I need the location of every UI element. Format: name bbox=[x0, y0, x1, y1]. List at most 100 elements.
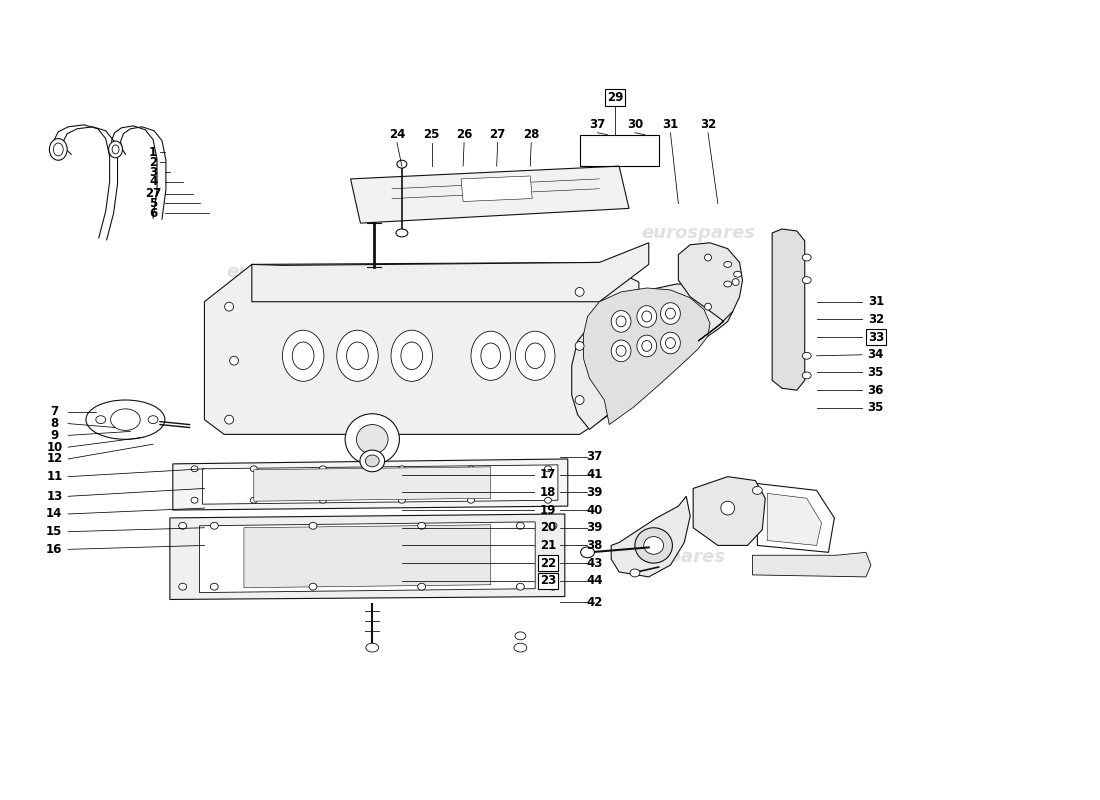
Ellipse shape bbox=[641, 341, 651, 351]
Text: 9: 9 bbox=[51, 429, 58, 442]
Text: 32: 32 bbox=[868, 313, 884, 326]
Text: 2: 2 bbox=[148, 156, 157, 169]
Text: 35: 35 bbox=[868, 366, 884, 379]
Polygon shape bbox=[351, 166, 629, 223]
Ellipse shape bbox=[661, 332, 680, 354]
Polygon shape bbox=[752, 552, 871, 577]
Text: 6: 6 bbox=[148, 206, 157, 220]
Ellipse shape bbox=[644, 537, 663, 554]
Text: 35: 35 bbox=[868, 402, 884, 414]
Ellipse shape bbox=[251, 498, 257, 503]
Text: 22: 22 bbox=[540, 557, 557, 570]
Text: 28: 28 bbox=[524, 128, 539, 141]
Ellipse shape bbox=[549, 522, 557, 530]
Text: 1: 1 bbox=[148, 146, 157, 159]
Ellipse shape bbox=[471, 331, 510, 380]
Text: 13: 13 bbox=[46, 490, 63, 502]
Ellipse shape bbox=[516, 331, 554, 380]
Ellipse shape bbox=[418, 583, 426, 590]
Text: 14: 14 bbox=[46, 507, 63, 521]
Polygon shape bbox=[612, 496, 690, 577]
Text: eurospares: eurospares bbox=[612, 548, 726, 566]
Ellipse shape bbox=[346, 342, 368, 370]
Text: 18: 18 bbox=[540, 486, 557, 499]
Ellipse shape bbox=[481, 343, 500, 369]
Ellipse shape bbox=[293, 342, 314, 370]
Ellipse shape bbox=[575, 395, 584, 405]
Ellipse shape bbox=[661, 302, 680, 324]
Ellipse shape bbox=[724, 262, 732, 267]
Ellipse shape bbox=[733, 278, 739, 286]
Polygon shape bbox=[202, 465, 558, 504]
Ellipse shape bbox=[418, 522, 426, 530]
Ellipse shape bbox=[802, 372, 811, 379]
Text: 40: 40 bbox=[586, 503, 603, 517]
Text: 31: 31 bbox=[662, 118, 679, 131]
Text: 34: 34 bbox=[868, 348, 884, 362]
Polygon shape bbox=[199, 522, 536, 593]
Polygon shape bbox=[584, 288, 710, 425]
Ellipse shape bbox=[516, 583, 525, 590]
Ellipse shape bbox=[366, 643, 378, 652]
Ellipse shape bbox=[191, 466, 198, 472]
Text: 25: 25 bbox=[424, 128, 440, 141]
Ellipse shape bbox=[612, 310, 631, 332]
Ellipse shape bbox=[365, 455, 380, 467]
Ellipse shape bbox=[251, 466, 257, 472]
Text: 44: 44 bbox=[586, 574, 603, 587]
Polygon shape bbox=[205, 262, 639, 434]
Ellipse shape bbox=[734, 271, 741, 277]
Text: 23: 23 bbox=[540, 574, 557, 587]
Ellipse shape bbox=[224, 302, 233, 311]
Ellipse shape bbox=[468, 498, 474, 503]
Polygon shape bbox=[244, 525, 491, 588]
Ellipse shape bbox=[398, 498, 405, 503]
Polygon shape bbox=[252, 242, 649, 302]
Text: 10: 10 bbox=[46, 441, 63, 454]
Text: 5: 5 bbox=[148, 197, 157, 210]
Ellipse shape bbox=[96, 416, 106, 423]
Ellipse shape bbox=[704, 303, 712, 310]
Text: 42: 42 bbox=[586, 596, 603, 609]
Ellipse shape bbox=[724, 281, 732, 287]
Ellipse shape bbox=[356, 425, 388, 454]
Ellipse shape bbox=[720, 502, 735, 515]
Ellipse shape bbox=[575, 342, 584, 350]
Text: 32: 32 bbox=[700, 118, 716, 131]
Text: eurospares: eurospares bbox=[227, 263, 340, 282]
Ellipse shape bbox=[704, 254, 712, 261]
Text: 15: 15 bbox=[46, 525, 63, 538]
Ellipse shape bbox=[283, 330, 323, 382]
Ellipse shape bbox=[360, 450, 385, 472]
Text: 17: 17 bbox=[540, 468, 557, 481]
Ellipse shape bbox=[544, 466, 551, 472]
Text: 3: 3 bbox=[148, 166, 157, 178]
Ellipse shape bbox=[802, 254, 811, 261]
Ellipse shape bbox=[526, 343, 546, 369]
Ellipse shape bbox=[641, 311, 651, 322]
Text: 39: 39 bbox=[586, 486, 603, 499]
Ellipse shape bbox=[581, 547, 594, 558]
Text: 29: 29 bbox=[607, 91, 624, 104]
Ellipse shape bbox=[802, 277, 811, 283]
Ellipse shape bbox=[666, 338, 675, 349]
Ellipse shape bbox=[468, 466, 474, 472]
Ellipse shape bbox=[515, 632, 526, 640]
Ellipse shape bbox=[111, 409, 140, 430]
Ellipse shape bbox=[191, 498, 198, 503]
Ellipse shape bbox=[54, 143, 63, 156]
Text: 8: 8 bbox=[51, 417, 58, 430]
Ellipse shape bbox=[112, 145, 119, 154]
Text: 37: 37 bbox=[586, 450, 603, 463]
Ellipse shape bbox=[210, 583, 218, 590]
Ellipse shape bbox=[319, 498, 327, 503]
Text: 24: 24 bbox=[388, 128, 405, 141]
Text: 30: 30 bbox=[627, 118, 644, 131]
Ellipse shape bbox=[516, 522, 525, 530]
Text: eurospares: eurospares bbox=[641, 224, 755, 242]
Ellipse shape bbox=[337, 330, 378, 382]
Text: 20: 20 bbox=[540, 522, 557, 534]
Text: 41: 41 bbox=[586, 468, 603, 481]
Text: 31: 31 bbox=[868, 295, 884, 308]
Text: eurospares: eurospares bbox=[227, 548, 340, 566]
